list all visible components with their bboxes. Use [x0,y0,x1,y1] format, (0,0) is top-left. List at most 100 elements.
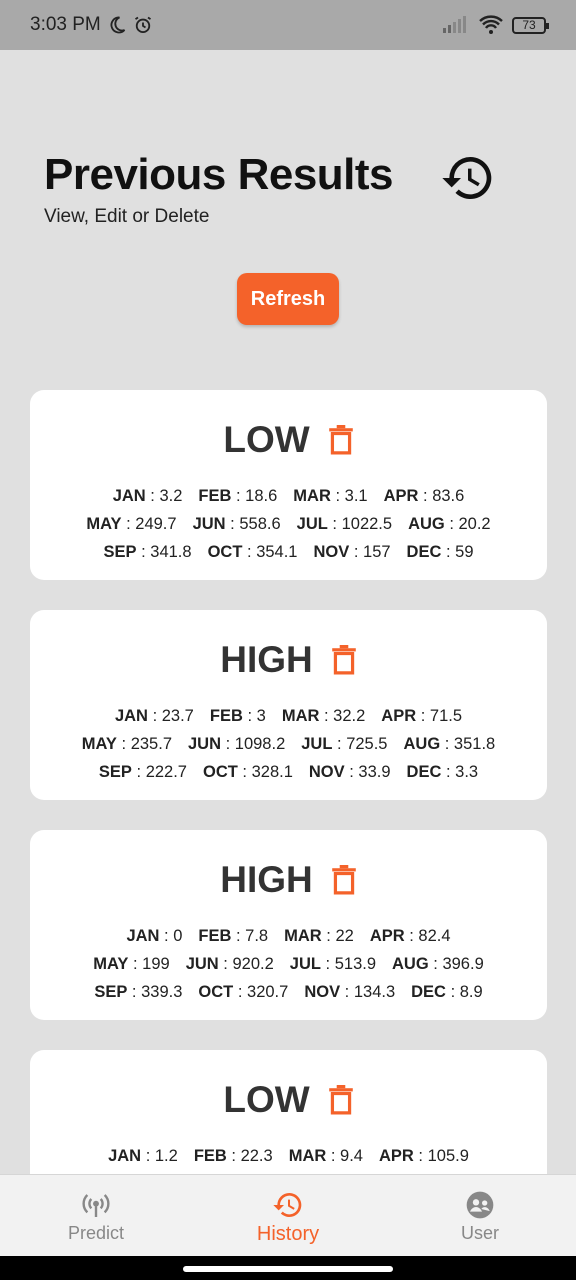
month-value: DEC : 59 [406,543,474,561]
radio-tower-icon [82,1194,110,1217]
status-bar: 3:03 PM 73 [0,0,576,50]
monthly-values: JAN : 0 FEB : 7.8 MAR : 22 APR : 82.4 MAY : … [30,922,547,1006]
rainfall-value: 9.4 [340,1147,363,1165]
rainfall-value: 20.2 [458,515,491,533]
rainfall-value: 725.5 [346,735,388,753]
result-card[interactable]: HIGH JAN : 0 FEB : 7.8 MAR : 22 APR : 82.4 MA… [30,830,547,1020]
month-row: MAY : 199 JUN : 920.2 JUL : 513.9 AUG : 396… [30,950,547,978]
result-card[interactable]: LOW JAN : 3.2 FEB : 18.6 MAR : 3.1 APR : 83.… [30,390,547,580]
month-name: OCT [198,983,234,1001]
month-value: MAR : 22 [284,927,354,945]
month-row: SEP : 341.8 OCT : 354.1 NOV : 157 DEC : 59 [30,538,547,566]
month-value: NOV : 157 [313,543,391,561]
rainfall-value: 8.9 [459,983,483,1001]
month-name: JUN [192,515,226,533]
month-name: MAY [93,955,129,973]
rainfall-value: 351.8 [453,735,496,753]
month-value: APR : 71.5 [381,707,463,725]
battery-level: 73 [522,17,536,32]
month-row: JAN : 0 FEB : 7.8 MAR : 22 APR : 82.4 [30,922,547,950]
month-value: APR : 83.6 [383,487,465,505]
moon-icon [110,16,125,34]
page-header: Previous Results View, Edit or Delete [44,150,394,228]
month-value: JAN : 1.2 [108,1147,178,1165]
delete-icon[interactable] [328,1085,354,1115]
rainfall-value: 0 [173,927,183,945]
result-card-header: HIGH [30,858,547,902]
month-name: JAN [108,1147,142,1165]
nav-predict-label: Predict [67,1223,125,1243]
month-row: MAY : 249.7 JUN : 558.6 JUL : 1022.5 AUG : … [30,510,547,538]
month-value: APR : 105.9 [378,1147,469,1165]
month-value: JUL : 513.9 [289,955,377,973]
signal-icon [443,16,466,33]
month-value: MAR : 3.1 [293,487,368,505]
month-name: APR [383,487,419,505]
rainfall-value: 328.1 [251,763,293,781]
delete-icon[interactable] [331,645,357,675]
month-name: AUG [403,735,441,753]
risk-level-label: HIGH [220,859,313,900]
nav-user-label: User [460,1223,499,1243]
rainfall-value: 396.9 [442,955,484,973]
month-value: JUL : 725.5 [301,735,388,753]
month-name: NOV [308,763,345,781]
risk-level-label: LOW [223,419,310,460]
refresh-button[interactable]: Refresh [237,273,339,325]
rainfall-value: 18.6 [245,487,278,505]
month-value: OCT : 320.7 [198,983,289,1001]
month-value: MAY : 249.7 [86,515,177,533]
month-name: APR [369,927,405,945]
rainfall-value: 513.9 [334,955,377,973]
rainfall-value: 1022.5 [341,515,393,533]
gesture-handle[interactable] [183,1266,393,1272]
alarm-icon [134,16,151,33]
result-card[interactable]: LOW JAN : 1.2 FEB : 22.3 MAR : 9.4 APR : 105… [30,1050,547,1174]
month-name: APR [381,707,417,725]
result-card-header: LOW [30,1078,547,1122]
month-name: MAY [81,735,117,753]
month-name: SEP [98,763,132,781]
rainfall-value: 59 [455,543,474,561]
month-name: FEB [209,707,243,725]
results-list[interactable]: LOW JAN : 3.2 FEB : 18.6 MAR : 3.1 APR : 83.… [30,390,547,1174]
nav-history[interactable]: History [192,1175,384,1256]
monthly-values: JAN : 1.2 FEB : 22.3 MAR : 9.4 APR : 105.9 [30,1142,547,1170]
month-row: JAN : 23.7 FEB : 3 MAR : 32.2 APR : 71.5 [30,702,547,730]
month-value: DEC : 3.3 [406,763,479,781]
delete-icon[interactable] [331,865,357,895]
delete-icon[interactable] [328,425,354,455]
month-name: FEB [193,1147,227,1165]
nav-user[interactable]: User [384,1175,576,1256]
rainfall-value: 83.6 [432,487,465,505]
month-value: MAY : 199 [93,955,170,973]
month-name: NOV [313,543,350,561]
month-value: JAN : 0 [126,927,183,945]
rainfall-value: 199 [142,955,170,973]
month-name: NOV [304,983,341,1001]
result-card-header: HIGH [30,638,547,682]
rainfall-value: 157 [363,543,391,561]
month-value: JUN : 558.6 [192,515,281,533]
rainfall-value: 249.7 [135,515,177,533]
nav-predict[interactable]: Predict [0,1175,192,1256]
rainfall-value: 82.4 [418,927,451,945]
rainfall-value: 339.3 [141,983,183,1001]
month-value: AUG : 351.8 [403,735,496,753]
month-value: JUN : 920.2 [185,955,274,973]
rainfall-value: 22.3 [240,1147,273,1165]
month-name: JUL [301,735,333,753]
rainfall-value: 341.8 [150,543,192,561]
month-value: OCT : 328.1 [202,763,293,781]
month-name: DEC [406,763,442,781]
month-value: SEP : 222.7 [98,763,187,781]
month-name: JUN [185,955,219,973]
bottom-navigation: Predict History User [0,1174,576,1256]
month-value: NOV : 134.3 [304,983,396,1001]
month-name: OCT [202,763,238,781]
result-card-header: LOW [30,418,547,462]
result-card[interactable]: HIGH JAN : 23.7 FEB : 3 MAR : 32.2 APR : 71.… [30,610,547,800]
rainfall-value: 222.7 [145,763,187,781]
month-value: JUL : 1022.5 [296,515,393,533]
monthly-values: JAN : 3.2 FEB : 18.6 MAR : 3.1 APR : 83.6 MA… [30,482,547,566]
